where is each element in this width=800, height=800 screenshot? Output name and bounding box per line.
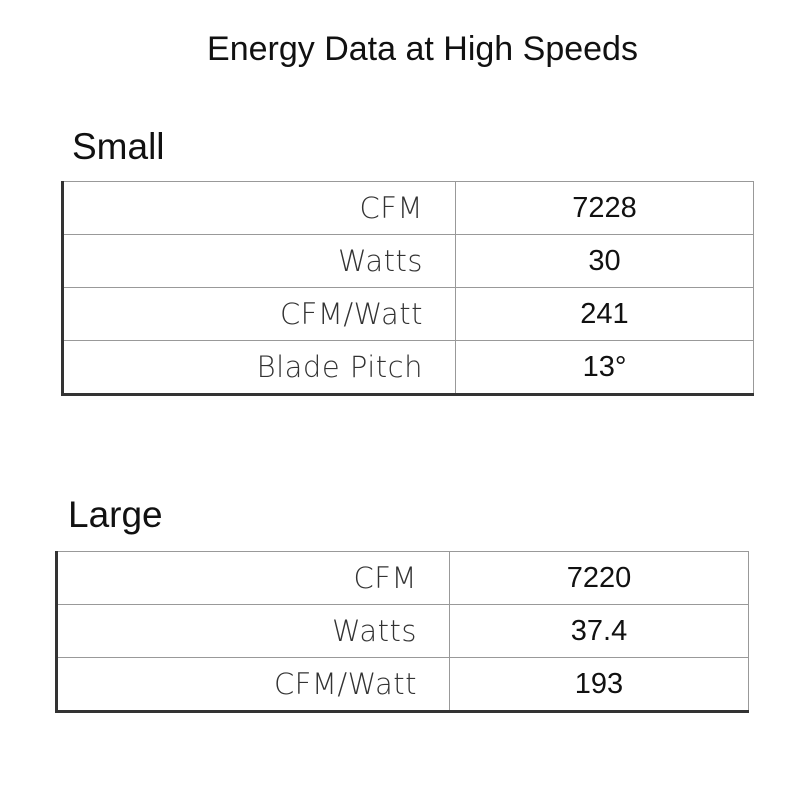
- row-label: CFM/Watt: [61, 287, 456, 341]
- cell-value: 7220: [449, 551, 749, 605]
- row-label: Watts: [61, 234, 456, 288]
- cell-value: 30: [455, 234, 754, 288]
- cell-value: 37.4: [449, 604, 749, 658]
- row-label: CFM: [55, 551, 450, 605]
- table-row: Watts 37.4: [55, 604, 749, 658]
- row-label: Watts: [55, 604, 450, 658]
- cell-value: 13°: [455, 340, 754, 396]
- table-row: CFM/Watt 241: [61, 287, 754, 341]
- cell-value: 7228: [455, 181, 754, 235]
- table-row: CFM/Watt 193: [55, 657, 749, 713]
- cell-value: 193: [449, 657, 749, 713]
- table-row: CFM 7220: [55, 551, 749, 605]
- cell-value: 241: [455, 287, 754, 341]
- row-label: CFM: [61, 181, 456, 235]
- data-table: CFM 7220 Watts 37.4 CFM/Watt 193: [55, 551, 749, 713]
- row-label: CFM/Watt: [55, 657, 450, 713]
- section-heading: Large: [68, 494, 163, 535]
- table-row: CFM 7228: [61, 181, 754, 235]
- table-row: Watts 30: [61, 234, 754, 288]
- page-title: Energy Data at High Speeds: [207, 30, 638, 68]
- data-table: CFM 7228 Watts 30 CFM/Watt 241 Blade Pitch 13°: [61, 181, 754, 396]
- table-row: Blade Pitch 13°: [61, 340, 754, 396]
- row-label: Blade Pitch: [61, 340, 456, 396]
- section-heading: Small: [72, 126, 165, 167]
